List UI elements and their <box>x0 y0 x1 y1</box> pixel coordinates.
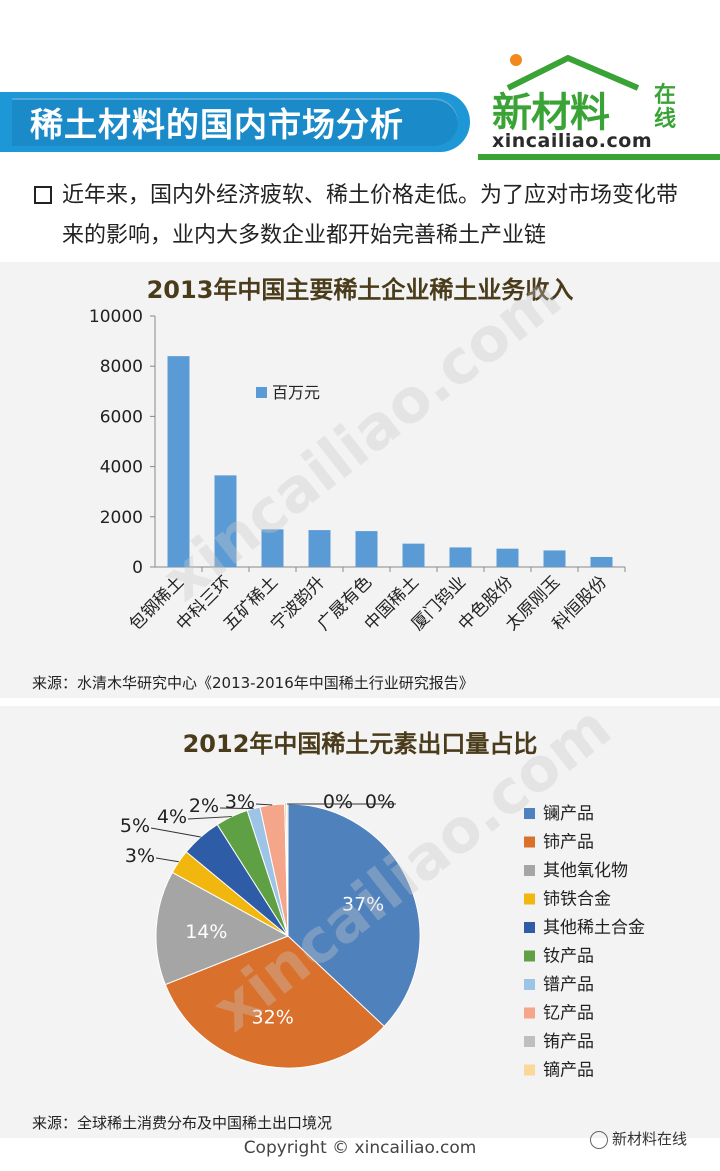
bullet-square-icon <box>34 186 52 204</box>
y-tick-label: 2000 <box>100 508 143 528</box>
legend-label: 镧产品 <box>543 804 594 824</box>
bar <box>261 529 284 567</box>
bar <box>590 556 613 567</box>
pie-leader-line <box>155 857 179 863</box>
bar-chart: 0200040006000800010000包钢稀土中科三环五矿稀土宁波韵升广晟… <box>89 307 626 635</box>
pie-slice <box>287 803 421 1028</box>
pie-data-label: 32% <box>252 1006 294 1028</box>
logo-domain: xincailiao.com <box>492 130 653 152</box>
pie-data-label: 3% <box>225 791 255 813</box>
bar <box>543 550 566 567</box>
legend-label: 其他氧化物 <box>543 861 628 881</box>
legend-swatch <box>524 893 535 905</box>
pie-slice <box>155 871 290 986</box>
pie-data-label: 2% <box>189 795 219 817</box>
legend-label: 其他稀土合金 <box>543 918 645 938</box>
pie-data-label: 4% <box>157 806 187 828</box>
pie-data-label: 3% <box>125 845 155 867</box>
legend-swatch <box>524 950 535 962</box>
bar <box>308 530 331 567</box>
legend-swatch <box>524 979 535 990</box>
y-tick-label: 0 <box>132 558 143 578</box>
page-title: 稀土材料的国内市场分析 <box>30 105 404 144</box>
bar-chart-title: 2013年中国主要稀土企业稀土业务收入 <box>146 276 574 304</box>
legend-swatch <box>524 1064 535 1076</box>
bar <box>449 547 472 567</box>
legend-swatch <box>524 808 535 819</box>
y-tick-label: 6000 <box>100 407 143 427</box>
y-tick-label: 8000 <box>100 357 143 377</box>
legend-label: 百万元 <box>272 383 320 402</box>
title-banner <box>0 92 470 152</box>
header: 稀土材料的国内市场分析 新材料 在线 xincailiao.com <box>0 0 720 160</box>
bar <box>496 548 519 567</box>
pie-leader-line <box>255 803 273 806</box>
pie-leader-line <box>150 827 201 838</box>
legend-swatch <box>524 1036 535 1047</box>
bar <box>167 356 190 567</box>
bar-chart-panel <box>0 262 720 698</box>
pie-data-label: 0% <box>365 791 395 813</box>
pie-data-label: 0% <box>323 791 353 813</box>
legend-swatch <box>524 836 535 848</box>
pie-leader-line <box>219 807 254 810</box>
pie-slice <box>164 935 385 1069</box>
y-tick-label: 10000 <box>89 307 143 327</box>
bar <box>214 475 237 567</box>
pie-data-label: 5% <box>120 815 150 837</box>
logo-online: 在线 <box>654 83 677 132</box>
site-logo[interactable]: 新材料 在线 xincailiao.com <box>478 54 720 160</box>
pie-data-label: 14% <box>185 921 227 943</box>
legend-swatch <box>524 1007 535 1019</box>
intro-text: 近年来，国内外经济疲软、稀土价格走低。为了应对市场变化带来的影响，业内大多数企业… <box>62 183 679 248</box>
legend-label: 镨产品 <box>543 975 594 995</box>
legend-label: 钕产品 <box>543 947 594 967</box>
pie-chart-title: 2012年中国稀土元素出口量占比 <box>182 730 538 758</box>
copyright-text: Copyright © xincailiao.com <box>243 1138 477 1158</box>
logo-chinese: 新材料 <box>492 90 610 136</box>
legend-label: 铈产品 <box>543 833 594 853</box>
wechat-account[interactable]: 新材料在线 <box>590 1128 687 1149</box>
wechat-icon <box>590 1130 608 1149</box>
wechat-name: 新材料在线 <box>612 1130 688 1148</box>
logo-underline <box>478 154 720 160</box>
house-roof-icon <box>506 54 640 91</box>
legend-label: 镝产品 <box>543 1061 594 1081</box>
legend-label: 铕产品 <box>543 1032 594 1052</box>
pie-data-label: 37% <box>342 893 384 915</box>
legend-swatch <box>524 865 535 876</box>
bar <box>355 531 378 567</box>
y-tick-label: 4000 <box>100 458 143 478</box>
pie-chart-source: 来源：全球稀土消费分布及中国稀土出口境况 <box>32 1114 333 1132</box>
legend-swatch <box>256 387 267 398</box>
legend-swatch <box>524 922 535 933</box>
legend-label: 铈铁合金 <box>543 890 611 910</box>
pie-chart: 37% 32% 14% 3% 5% 4% 2% 3% 0% 0% 镧产品铈产品其他氧化物铈铁合金其他… <box>120 791 645 1081</box>
pie-leader-line <box>187 816 232 820</box>
bar <box>402 543 425 567</box>
legend-label: 钇产品 <box>543 1004 594 1024</box>
bar-chart-source: 来源：水清木华研究中心《2013-2016年中国稀土行业研究报告》 <box>32 674 474 692</box>
